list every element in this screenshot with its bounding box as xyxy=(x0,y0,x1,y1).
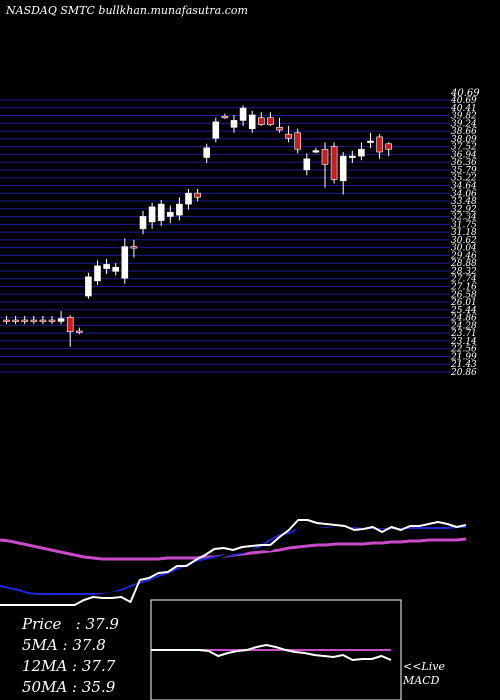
price-tick-label: 20.86 xyxy=(450,368,477,378)
candle-body xyxy=(48,319,56,322)
candle-body xyxy=(130,246,138,249)
stat-5ma: 5MA : 37.8 xyxy=(22,636,106,654)
candle-body xyxy=(330,146,338,180)
price-tick-label: 38.09 xyxy=(451,135,477,145)
candle-body xyxy=(339,155,347,182)
price-tick-label: 37.52 xyxy=(451,143,477,153)
candle-body xyxy=(321,148,329,165)
price-tick-label: 24.86 xyxy=(450,314,477,324)
price-tick-label: 35.79 xyxy=(451,166,477,176)
price-tick-label: 33.48 xyxy=(451,197,477,207)
candle-body xyxy=(66,316,74,332)
candle-body xyxy=(385,143,393,150)
stat-12ma: 12MA : 37.7 xyxy=(22,657,116,675)
candle-body xyxy=(248,114,256,129)
candle-body xyxy=(285,133,292,139)
candle-body xyxy=(39,319,47,322)
price-tick-label: 36.36 xyxy=(451,158,477,168)
price-tick-label: 23.14 xyxy=(450,337,477,347)
candle-body xyxy=(257,117,265,125)
candle-body xyxy=(167,212,174,217)
candle-body xyxy=(221,116,229,119)
macd-label: MACD xyxy=(403,674,440,687)
candle-body xyxy=(94,265,101,282)
price-tick-label: 27.16 xyxy=(450,283,477,293)
price-tick-label: 25.44 xyxy=(450,306,477,316)
price-tick-label: 34.06 xyxy=(451,189,477,199)
price-tick-label: 35.22 xyxy=(451,174,477,184)
candle-body xyxy=(76,330,83,333)
price-tick-label: 31.75 xyxy=(451,220,477,230)
candle-body xyxy=(112,266,119,272)
price-tick-label: 32.92 xyxy=(451,205,477,215)
price-tick-label: 23.71 xyxy=(450,329,477,339)
candle-body xyxy=(85,276,92,297)
candle-body xyxy=(294,132,302,150)
price-tick-label: 27.74 xyxy=(450,275,477,285)
price-tick-label: 40.41 xyxy=(450,104,477,114)
ma-line-black xyxy=(0,523,466,599)
candle-body xyxy=(12,319,19,322)
candle-body xyxy=(21,319,29,322)
macd-line xyxy=(151,643,392,662)
price-tick-label: 29.46 xyxy=(450,251,477,261)
ma-line-white xyxy=(0,519,467,606)
candle-body xyxy=(239,107,247,121)
live-macd-label: <<Live MACD xyxy=(403,660,445,688)
candle-body xyxy=(157,203,165,221)
price-tick-label: 22.56 xyxy=(450,345,477,355)
price-tick-label: 30.04 xyxy=(451,244,477,254)
stat-price: Price : 37.9 xyxy=(22,615,119,633)
price-tick-label: 30.62 xyxy=(451,236,477,246)
price-tick-label: 28.88 xyxy=(450,259,477,269)
candle-body xyxy=(230,120,238,128)
price-tick-label: 38.66 xyxy=(451,127,477,137)
candle-body xyxy=(312,150,320,153)
price-tick-label: 39.82 xyxy=(451,112,477,122)
stats-panel: Price : 37.9 5MA : 37.8 12MA : 37.7 50MA… xyxy=(22,614,119,698)
candle-body xyxy=(121,246,129,279)
candle-body xyxy=(57,318,65,322)
price-tick-label: 26.01 xyxy=(450,298,477,308)
candle-body xyxy=(176,203,183,216)
candle-body xyxy=(358,148,365,157)
price-tick-label: 32.34 xyxy=(451,213,477,223)
candle-body xyxy=(276,126,283,131)
candle-body xyxy=(3,319,10,322)
stat-50ma: 50MA : 35.9 xyxy=(22,678,116,696)
ma-line-blue xyxy=(0,526,466,595)
price-tick-label: 39.24 xyxy=(451,119,477,129)
candle-body xyxy=(212,121,220,139)
candle-body xyxy=(376,136,383,153)
candle-body xyxy=(148,206,156,223)
candle-body xyxy=(30,319,38,322)
candle-body xyxy=(367,140,374,143)
price-tick-label: 21.43 xyxy=(450,360,477,370)
candle-body xyxy=(267,117,274,125)
live-label: <<Live xyxy=(403,660,445,673)
price-tick-label: 24.28 xyxy=(450,321,477,331)
candle-body xyxy=(194,192,201,198)
chart-title: NASDAQ SMTC bullkhan.munafasutra.com xyxy=(6,4,248,17)
price-tick-label: 26.58 xyxy=(450,290,477,300)
price-tick-label: 34.64 xyxy=(451,181,477,191)
price-tick-label: 40.69 xyxy=(450,96,477,106)
price-top-label: 40.69 xyxy=(450,88,480,99)
price-tick-label: 31.18 xyxy=(451,228,477,238)
candle-body xyxy=(203,147,210,158)
price-tick-label: 36.94 xyxy=(451,150,477,160)
candle-body xyxy=(303,158,311,171)
price-tick-label: 28.32 xyxy=(450,267,477,277)
price-tick-label: 21.99 xyxy=(450,352,477,362)
candle-body xyxy=(185,192,192,205)
candle-body xyxy=(139,216,147,230)
candle-body xyxy=(103,264,110,269)
candle-body xyxy=(348,155,356,158)
